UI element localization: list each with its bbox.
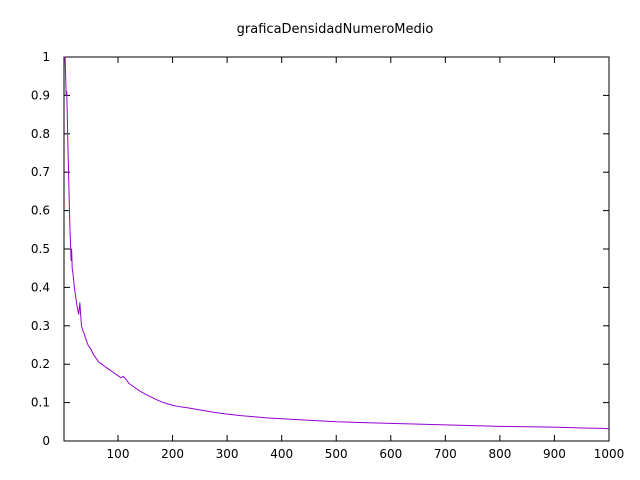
y-tick-label: 0.2	[31, 357, 50, 371]
x-tick-label: 500	[325, 447, 348, 461]
plot-border	[63, 56, 610, 442]
y-tick-label: 0	[42, 434, 50, 448]
chart-title: graficaDensidadNumeroMedio	[237, 22, 434, 37]
y-tick-label: 0.8	[31, 127, 50, 141]
y-tick-label: 0.4	[31, 280, 50, 294]
y-tick-label: 0.5	[31, 242, 50, 256]
y-axis: 0 0.1 0.2 0.3 0.4 0.5 0.6 0.7 0.8 0.9 1	[31, 50, 609, 448]
x-tick-label: 1000	[594, 447, 625, 461]
y-tick-label: 0.7	[31, 165, 50, 179]
y-tick-label: 0.3	[31, 319, 50, 333]
x-tick-label: 800	[488, 447, 511, 461]
x-tick-label: 700	[434, 447, 457, 461]
plot-frame	[63, 56, 610, 442]
x-tick-label: 900	[543, 447, 566, 461]
series-group	[64, 56, 610, 430]
y-tick-label: 0.6	[31, 204, 50, 218]
y-tick-label: 1	[42, 50, 50, 64]
x-tick-label: 100	[107, 447, 130, 461]
x-axis: 100 200 300 400 500 600 700 800 900 1000	[107, 57, 625, 461]
x-tick-label: 200	[161, 447, 184, 461]
series-line	[64, 56, 610, 430]
x-tick-label: 300	[216, 447, 239, 461]
y-tick-label: 0.9	[31, 88, 50, 102]
x-tick-label: 600	[379, 447, 402, 461]
y-tick-label: 0.1	[31, 396, 50, 410]
x-tick-label: 400	[270, 447, 293, 461]
